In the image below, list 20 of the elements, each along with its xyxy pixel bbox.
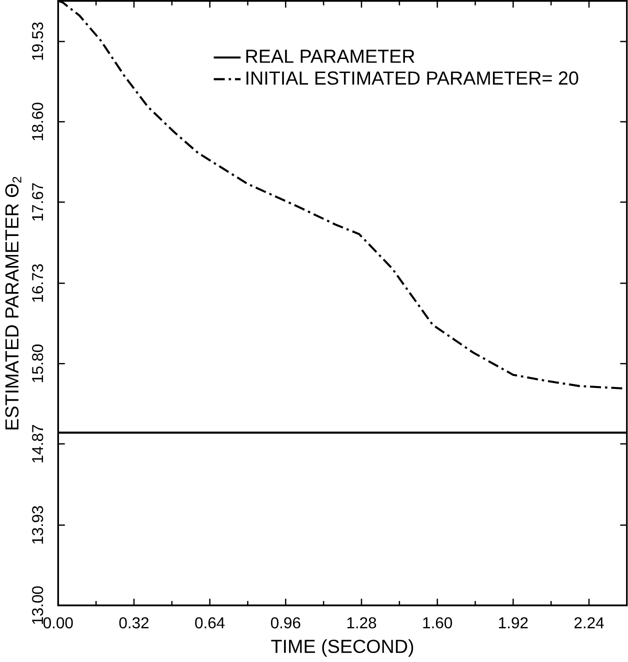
legend-label: REAL PARAMETER (246, 50, 414, 63)
y-tick-label: 15.80 (32, 344, 44, 382)
y-tick-label: 16.73 (32, 264, 44, 302)
y-tick-label: 13.00 (32, 586, 44, 624)
x-tick-label: 1.28 (348, 617, 376, 628)
x-tick-label: 0.64 (195, 617, 225, 628)
y-tick-label: 17.67 (32, 183, 44, 221)
x-tick-label: 0.00 (44, 617, 73, 628)
y-tick-label: 13.93 (32, 506, 44, 544)
x-tick-label: 1.92 (499, 617, 528, 628)
x-axis-title: TIME (SECOND) (271, 639, 414, 657)
x-tick-label: 0.32 (119, 617, 149, 628)
x-tick-label: 0.96 (271, 617, 300, 628)
y-tick-label: 18.60 (32, 102, 44, 140)
x-tick-label: 2.24 (574, 617, 604, 628)
y-tick-label: 14.87 (32, 425, 44, 462)
legend-label: INITIAL ESTIMATED PARAMETER= 20 (246, 71, 578, 85)
y-axis-title: ESTIMATED PARAMETER Θ$_{2}$ (5, 176, 22, 430)
x-tick-label: 1.60 (423, 617, 452, 628)
y-tick-label: 19.53 (32, 22, 44, 60)
